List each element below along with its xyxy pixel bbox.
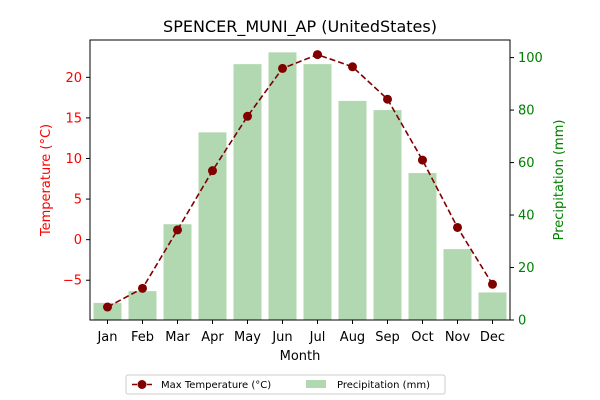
temp-point-sep: [383, 94, 392, 104]
legend-precipitation-label: Precipitation (mm): [337, 380, 430, 391]
temp-point-aug: [348, 62, 357, 72]
precip-bar-jul: [303, 64, 332, 320]
precip-bar-jun: [268, 52, 297, 320]
temp-point-dec: [488, 279, 497, 289]
x-tick-label: May: [234, 330, 261, 345]
x-tick-label: Mar: [165, 330, 190, 345]
temp-point-jun: [278, 63, 287, 73]
precip-bar-mar: [163, 224, 192, 320]
right-tick-label: 60: [518, 156, 535, 171]
x-tick-label: Aug: [340, 330, 365, 345]
x-tick-label: Jan: [96, 330, 117, 345]
precip-bar-feb: [128, 291, 157, 320]
precip-bar-dec: [478, 292, 507, 320]
legend-bar-swatch: [306, 380, 326, 388]
plot-frame: [89, 39, 511, 321]
y-axis-left-label: Temperature (°C): [39, 124, 54, 237]
precip-bar-nov: [443, 249, 472, 320]
right-tick-label: 40: [518, 209, 535, 224]
axes: [89, 39, 511, 321]
temp-point-jul: [313, 50, 322, 60]
y-axis-right-label: Precipitation (mm): [552, 120, 567, 241]
temp-point-jan: [103, 302, 112, 312]
legend-line-dot: [137, 380, 147, 389]
x-tick-label: Feb: [131, 330, 154, 345]
left-tick-label: 20: [65, 71, 82, 86]
x-tick-label: Oct: [411, 330, 433, 345]
right-axis-ticks: 0 20 40 60 80 100: [510, 51, 543, 329]
temperature-line: [103, 50, 497, 312]
temp-point-mar: [173, 225, 182, 235]
temp-point-may: [243, 111, 252, 121]
legend-temperature-label: Max Temperature (°C): [161, 380, 271, 391]
precip-bar-apr: [198, 132, 227, 320]
x-tick-label: Apr: [201, 330, 224, 345]
precip-bar-oct: [408, 173, 437, 320]
right-tick-label: 20: [518, 261, 535, 276]
temp-point-apr: [208, 166, 217, 176]
temp-point-nov: [453, 222, 462, 232]
x-axis-ticks: Jan Feb Mar Apr May Jun Jul Aug Sep Oct Nov Dec: [96, 320, 505, 345]
precip-bar-may: [233, 64, 262, 320]
legend-frame: [125, 374, 446, 395]
precip-bar-sep: [373, 110, 402, 320]
left-tick-label: 0: [74, 233, 82, 248]
precip-bar-aug: [338, 100, 367, 320]
legend: Max Temperature (°C) Precipitation (mm): [125, 374, 446, 395]
left-tick-label: 15: [65, 111, 82, 126]
x-tick-label: Jun: [271, 330, 292, 345]
right-tick-label: 0: [518, 314, 526, 329]
x-tick-label: Dec: [480, 330, 505, 345]
chart-title: SPENCER_MUNI_AP (UnitedStates): [163, 17, 437, 37]
left-tick-label: 10: [65, 152, 82, 167]
right-tick-label: 80: [518, 104, 535, 119]
x-tick-label: Jul: [309, 330, 326, 345]
temperature-polyline: [107, 53, 494, 308]
x-axis-label: Month: [280, 349, 321, 364]
precipitation-bars: [93, 52, 507, 320]
left-tick-label: −5: [63, 274, 82, 289]
temp-point-oct: [418, 155, 427, 165]
right-tick-label: 100: [518, 51, 543, 66]
temp-point-feb: [138, 283, 147, 293]
x-tick-label: Sep: [375, 330, 400, 345]
left-tick-label: 5: [74, 193, 82, 208]
left-axis-ticks: −5 0 5 10 15 20: [63, 71, 90, 289]
x-tick-label: Nov: [445, 330, 471, 345]
